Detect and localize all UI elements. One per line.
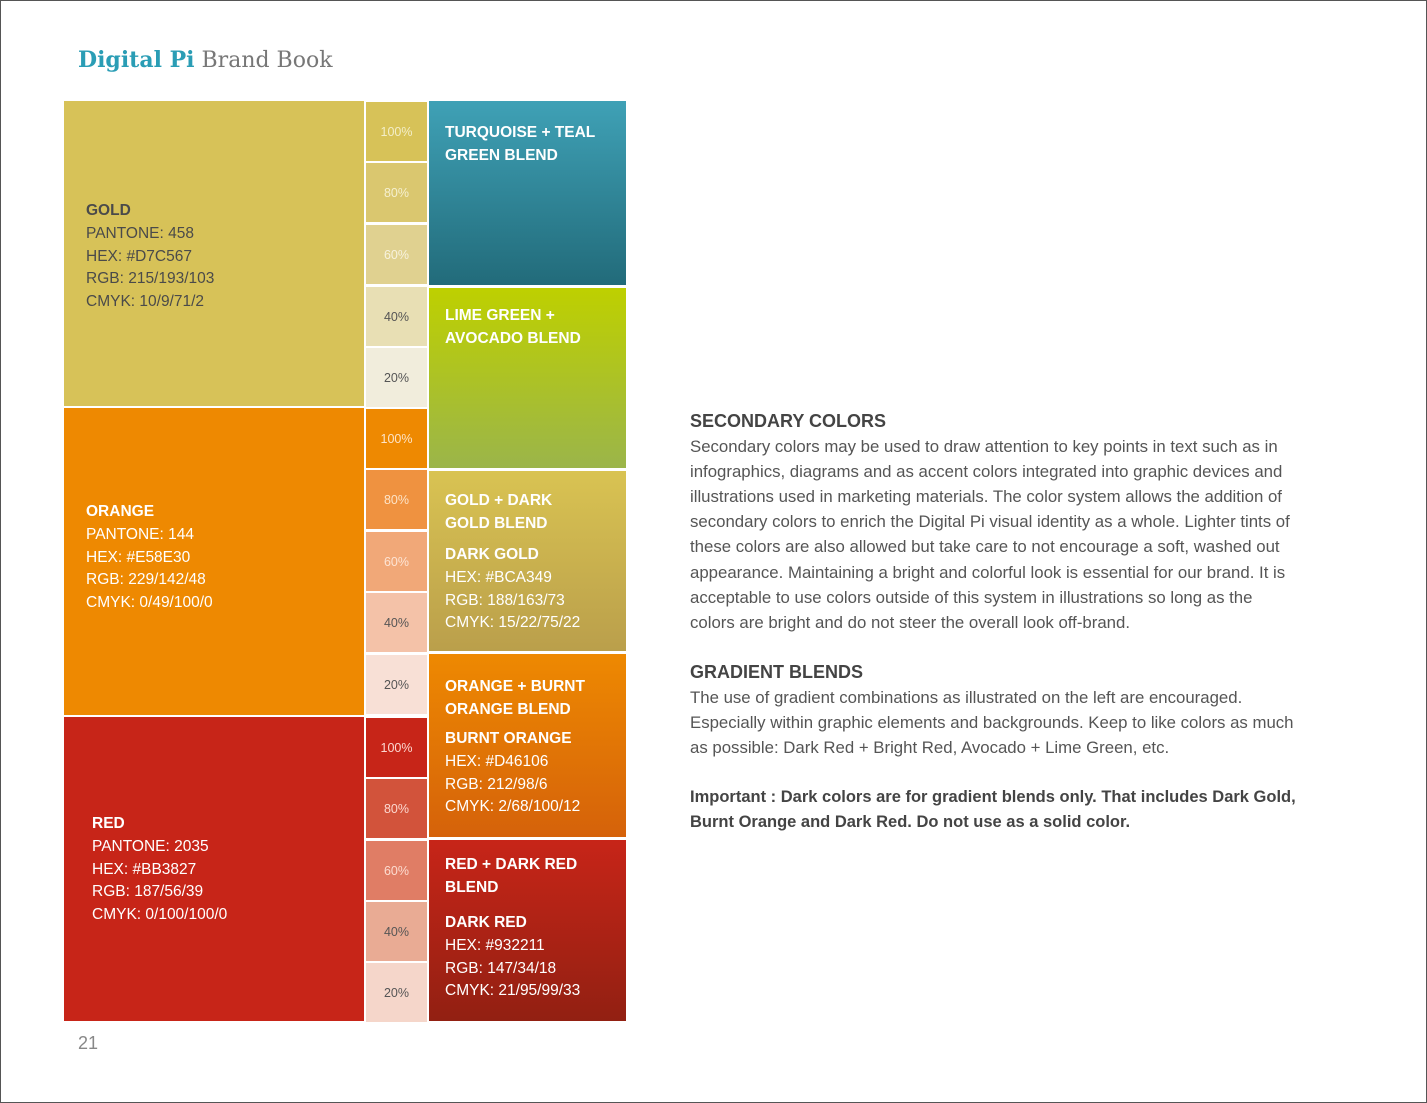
page-number: 21 [78,1033,99,1053]
orange-swatch: ORANGE PANTONE: 144 HEX: #E58E30 RGB: 22… [64,408,364,715]
blend-title: TURQUOISE + TEAL GREEN BLEND [445,124,596,164]
red-tint-20: 20% [366,963,427,1022]
gradient-blends-body: The use of gradient combinations as illu… [690,687,1294,758]
pantone: PANTONE: 2035 [92,837,209,855]
cmyk: CMYK: 10/9/71/2 [86,293,205,311]
hex: HEX: #BB3827 [92,860,197,878]
secondary-colors-heading: SECONDARY COLORS [690,411,887,431]
turquoise-teal-blend: TURQUOISE + TEAL GREEN BLEND [429,101,626,285]
gradient-blends-heading: GRADIENT BLENDS [690,661,864,682]
important-note: Important : Dark colors are for gradient… [690,788,1296,832]
rgb: RGB: 215/193/103 [86,270,215,288]
orange-burntorange-blend: ORANGE + BURNT ORANGE BLEND BURNT ORANGE H… [429,654,626,837]
gold-swatch: GOLD PANTONE: 458 HEX: #D7C567 RGB: 215/… [64,101,364,406]
red-info: RED PANTONE: 2035 HEX: #BB3827 RGB: 187/… [92,813,227,927]
orange-tint-80: 80% [366,470,427,529]
blend-title: ORANGE + BURNT ORANGE BLEND [445,678,585,718]
description: SECONDARY COLORS Secondary colors may be… [690,409,1300,835]
cmyk: CMYK: 0/100/100/0 [92,906,228,924]
gold-darkgold-blend: GOLD + DARK GOLD BLEND DARK GOLD HEX: #BCA… [429,471,626,651]
red-tint-60: 60% [366,841,427,900]
red-tint-100: 100% [366,718,427,777]
orange-tint-40: 40% [366,593,427,652]
burnt-orange-info: BURNT ORANGE HEX: #D46106 RGB: 212/98/6 CMY… [445,730,581,816]
gold-tint-40: 40% [366,287,427,346]
secondary-colors-body: Secondary colors may be used to draw att… [690,437,1290,632]
blend-title: LIME GREEN + AVOCADO BLEND [445,307,581,347]
lime-avocado-blend: LIME GREEN + AVOCADO BLEND [429,288,626,468]
dark-red-info: DARK RED HEX: #932211 RGB: 147/34/18 CMYK: … [445,914,581,1000]
gold-tint-60: 60% [366,225,427,284]
brand-name: Digital Pi [78,47,195,73]
red-tint-80: 80% [366,779,427,838]
dark-gold-info: DARK GOLD HEX: #BCA349 RGB: 188/163/73 CMYK… [445,546,581,632]
hex: HEX: #D7C567 [86,247,192,265]
rgb: RGB: 187/56/39 [92,883,204,901]
gold-tint-20: 20% [366,348,427,407]
book-title: Brand Book [201,48,333,73]
gold-tint-100: 100% [366,102,427,161]
color-name: RED [92,815,125,832]
cmyk: CMYK: 0/49/100/0 [86,594,213,612]
color-name: ORANGE [86,503,155,520]
orange-tint-60: 60% [366,532,427,591]
orange-tint-20: 20% [366,655,427,714]
color-name: GOLD [86,202,131,219]
blend-title: RED + DARK RED BLEND [445,856,578,896]
gold-tint-80: 80% [366,163,427,222]
pantone: PANTONE: 458 [86,224,194,242]
pantone: PANTONE: 144 [86,525,194,543]
orange-tint-100: 100% [366,409,427,468]
red-darkred-blend: RED + DARK RED BLEND DARK RED HEX: #932211… [429,840,626,1021]
page-title: Digital Pi Brand Book [78,47,333,73]
orange-info: ORANGE PANTONE: 144 HEX: #E58E30 RGB: 22… [86,501,213,615]
blend-title: GOLD + DARK GOLD BLEND [445,492,553,532]
red-swatch: RED PANTONE: 2035 HEX: #BB3827 RGB: 187/… [64,717,364,1021]
rgb: RGB: 229/142/48 [86,571,206,589]
red-tint-40: 40% [366,902,427,961]
hex: HEX: #E58E30 [86,548,191,566]
gold-info: GOLD PANTONE: 458 HEX: #D7C567 RGB: 215/… [86,200,214,314]
